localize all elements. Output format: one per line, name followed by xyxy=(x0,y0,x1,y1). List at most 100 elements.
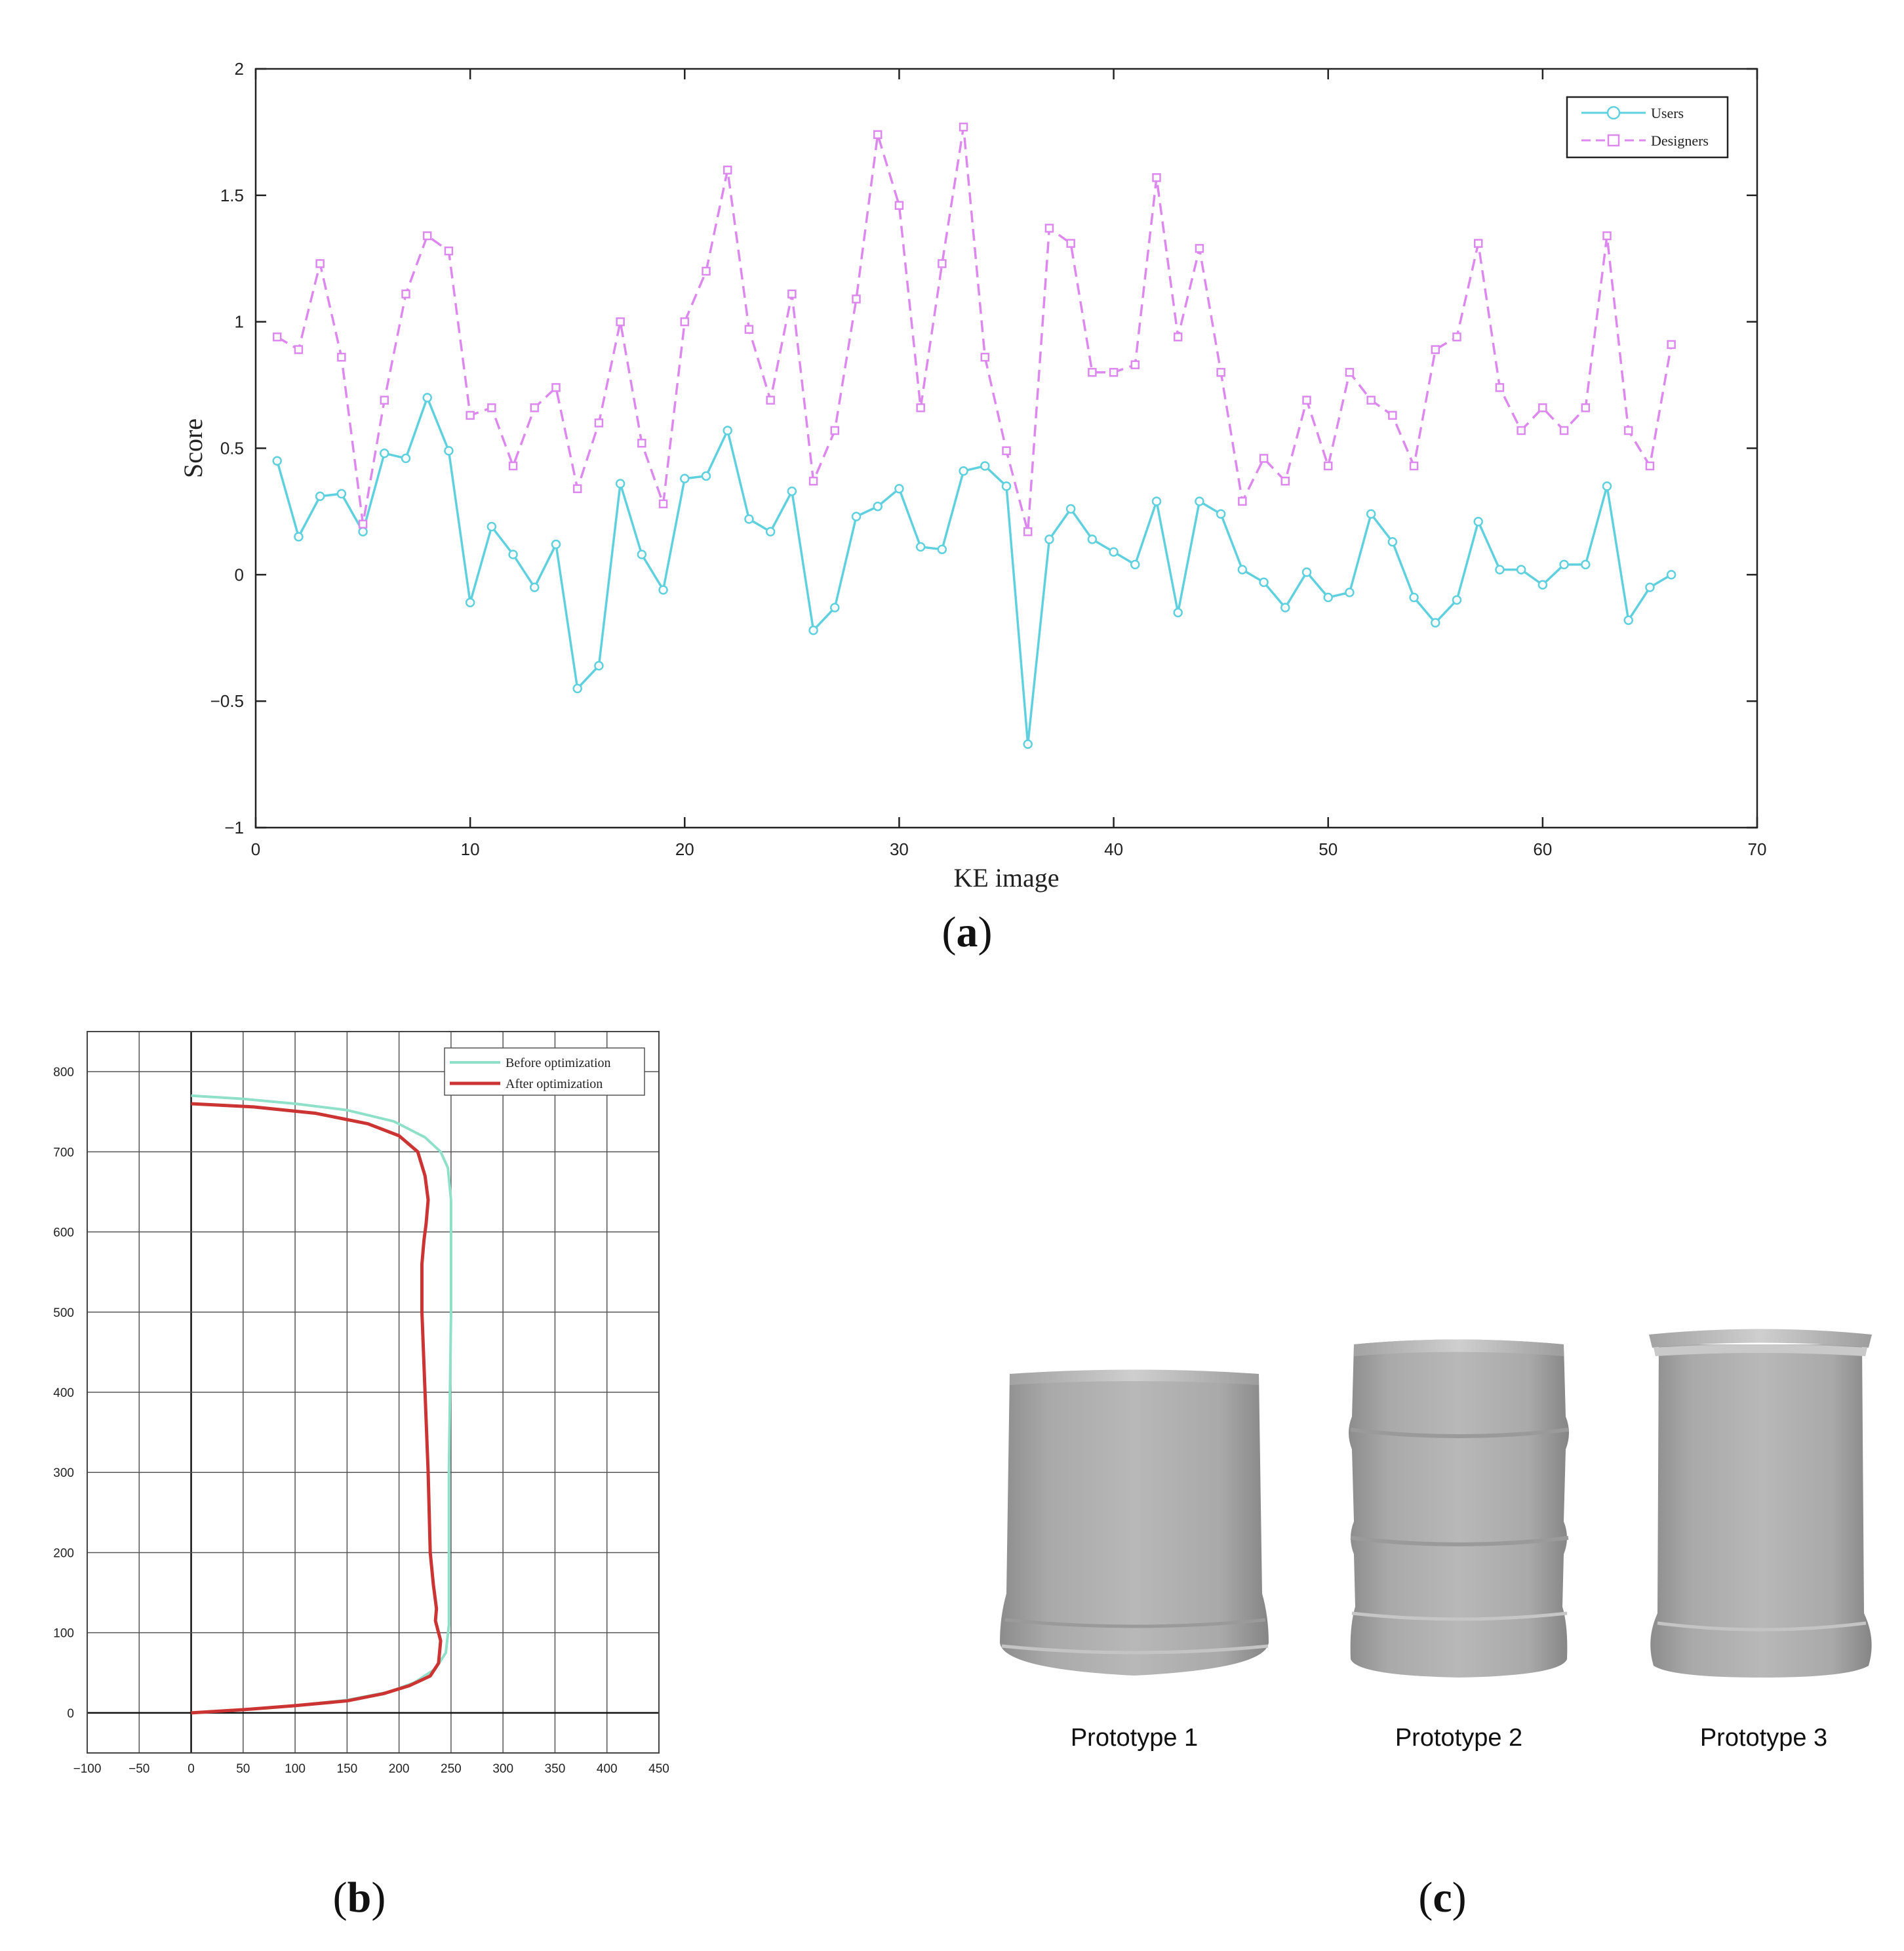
chart-a-point-designers xyxy=(1623,426,1633,435)
chart-b-series xyxy=(191,1094,452,1715)
chart-a-point-users xyxy=(1666,570,1676,580)
chart-a-series-line-designers xyxy=(276,127,1673,533)
chart-a-point-designers xyxy=(1345,368,1355,377)
chart-b-x-tick-label: 100 xyxy=(285,1762,306,1776)
chart-a-point-users xyxy=(572,683,582,694)
chart-a-legend-marker xyxy=(1606,106,1621,120)
chart-a-point-designers xyxy=(1130,360,1140,369)
prototype-2-label: Prototype 2 xyxy=(1395,1724,1522,1752)
chart-a-point-designers xyxy=(873,130,883,140)
prototype-1-label: Prototype 1 xyxy=(1071,1724,1198,1752)
chart-a-point-designers xyxy=(680,317,690,327)
chart-a-point-users xyxy=(1516,565,1526,574)
panel-label-b: (b) xyxy=(333,1874,386,1921)
chart-a-point-users xyxy=(615,479,625,489)
chart-a-point-users xyxy=(1259,577,1269,588)
chart-a-point-designers xyxy=(594,418,604,428)
chart-a-point-designers xyxy=(1280,476,1290,486)
chart-a-y-tick-label: 1 xyxy=(235,312,244,332)
chart-a-point-designers xyxy=(702,266,711,276)
chart-b-curve-after xyxy=(191,1102,443,1715)
chart-a-point-users xyxy=(1602,481,1612,491)
chart-a-point-users xyxy=(1581,559,1591,570)
chart-a: 0 10 20 30 40 50 60 70 −1 −0.5 0 0.5 1 1.5 2 Users Desi… xyxy=(178,59,1766,893)
chart-a-point-designers xyxy=(358,519,368,529)
chart-b-legend-label: After optimization xyxy=(506,1077,603,1091)
chart-b-grid: −100 −50 0 50 100 150 200 250 300 350 400 450 0 100 20… xyxy=(53,1032,669,1776)
panel-label-c: (c) xyxy=(1418,1874,1466,1921)
chart-a-point-designers xyxy=(766,395,775,405)
panel-label-a: (a) xyxy=(942,908,993,956)
chart-b-legend: Before optimization After optimization xyxy=(444,1047,645,1096)
chart-a-point-users xyxy=(1087,534,1098,544)
chart-a-point-users xyxy=(1001,481,1012,491)
chart-a-point-users xyxy=(1151,496,1162,506)
chart-a-point-designers xyxy=(616,317,625,327)
chart-a-point-users xyxy=(637,550,647,559)
chart-b-legend-label: Before optimization xyxy=(506,1056,611,1070)
chart-a-point-users xyxy=(1023,739,1033,749)
chart-a-point-designers xyxy=(1667,340,1676,350)
chart-a-point-designers xyxy=(1388,411,1397,420)
chart-a-point-designers xyxy=(1366,395,1376,405)
chart-b-y-tick-label: 800 xyxy=(53,1066,74,1079)
chart-a-point-designers xyxy=(422,231,432,241)
chart-a-point-designers xyxy=(1023,527,1033,536)
chart-a-point-designers xyxy=(466,411,475,420)
chart-a-point-users xyxy=(422,393,432,403)
chart-a-point-users xyxy=(401,453,411,464)
chart-a-point-users xyxy=(272,456,282,466)
chart-a-point-users xyxy=(1173,607,1183,618)
chart-b-plot-frame xyxy=(87,1031,660,1754)
chart-b-x-tick-label: −50 xyxy=(129,1762,149,1776)
chart-a-point-designers xyxy=(1002,446,1011,456)
prototype-3-label: Prototype 3 xyxy=(1700,1724,1827,1752)
chart-a-point-designers xyxy=(980,352,990,362)
chart-b-y-tick-label: 100 xyxy=(53,1627,74,1641)
chart-a-point-users xyxy=(1195,496,1204,506)
chart-a-point-designers xyxy=(508,461,518,471)
chart-a-point-designers xyxy=(787,289,797,298)
chart-b-x-tick-label: 0 xyxy=(188,1762,195,1776)
chart-b-legend-box xyxy=(444,1047,645,1096)
chart-a-y-tick-label: −0.5 xyxy=(210,691,244,711)
chart-a-point-users xyxy=(1044,534,1054,544)
chart-a-point-designers xyxy=(1088,368,1097,377)
chart-b-x-tick-label: 350 xyxy=(545,1762,566,1776)
chart-a-legend: Users Designers xyxy=(1566,96,1729,159)
chart-a-point-designers xyxy=(1238,496,1247,506)
chart-a-point-designers xyxy=(1173,332,1183,342)
chart-b-y-tick-label: 0 xyxy=(67,1707,74,1721)
chart-b-x-tick-label: 300 xyxy=(492,1762,513,1776)
chart-a-x-tick-label: 40 xyxy=(1104,839,1123,859)
chart-a-point-users xyxy=(915,542,926,552)
chart-a-x-tick-label: 10 xyxy=(461,839,480,859)
chart-a-point-users xyxy=(1216,509,1226,519)
chart-a-point-users xyxy=(465,597,475,608)
chart-a-point-users xyxy=(937,544,947,555)
chart-a-series xyxy=(272,122,1676,749)
chart-b-y-tick-label: 400 xyxy=(53,1386,74,1400)
chart-a-point-users xyxy=(486,521,497,532)
chart-a-plot-frame xyxy=(254,68,1758,829)
chart-a-point-users xyxy=(294,532,304,542)
chart-a-y-tick-label: −1 xyxy=(224,818,244,837)
chart-a-point-users xyxy=(808,625,818,635)
chart-a-point-designers xyxy=(1473,239,1483,248)
chart-a-point-designers xyxy=(1216,368,1225,377)
chart-b-x-tick-label: −100 xyxy=(73,1762,102,1776)
chart-a-point-designers xyxy=(808,476,818,486)
chart-a-point-users xyxy=(594,660,604,671)
chart-b-y-tick-label: 200 xyxy=(53,1546,74,1560)
chart-a-point-users xyxy=(1345,588,1355,597)
chart-a-point-users xyxy=(1130,559,1140,570)
chart-a-point-designers xyxy=(572,484,582,493)
chart-a-series-line-users xyxy=(276,394,1673,744)
chart-a-point-designers xyxy=(723,165,732,175)
chart-a-point-users xyxy=(1623,615,1633,626)
chart-a-y-axis-label: Score xyxy=(178,418,208,478)
chart-a-point-designers xyxy=(1495,383,1505,392)
chart-a-point-users xyxy=(380,448,389,458)
chart-a-point-designers xyxy=(959,122,968,132)
